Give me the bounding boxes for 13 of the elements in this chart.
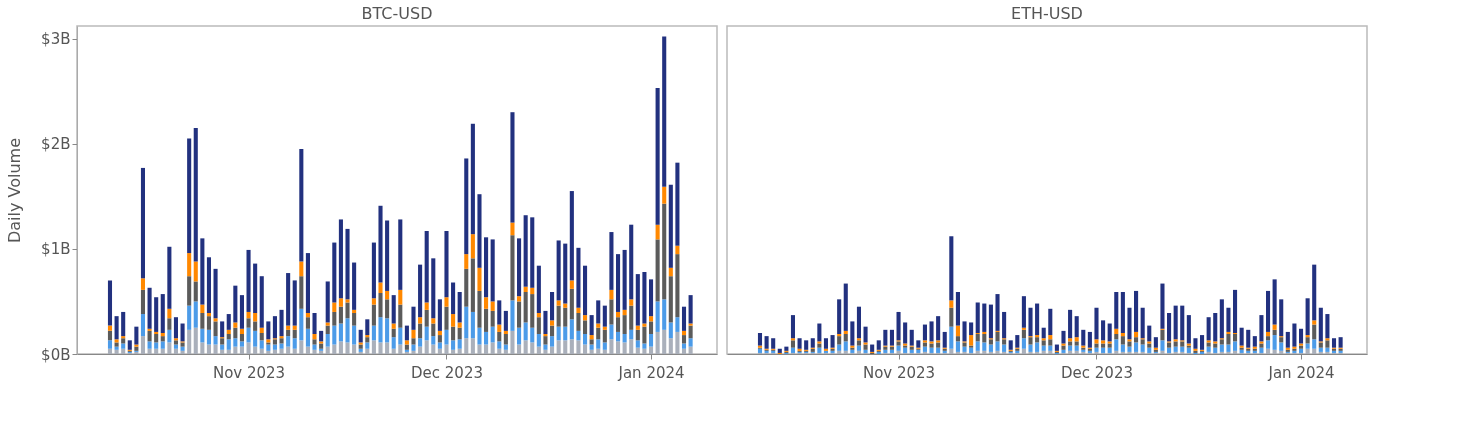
- chart-title: BTC-USD: [361, 4, 433, 23]
- x-tick-label: Dec 2023: [411, 363, 483, 382]
- x-tick-label: Jan 2024: [617, 363, 685, 382]
- y-axis-title: Daily Volume: [5, 137, 25, 244]
- x-tick-label: Jan 2024: [1267, 363, 1335, 382]
- y-tick-label: $3B: [41, 30, 71, 49]
- y-tick-label: $1B: [41, 240, 71, 259]
- x-tick-label: Dec 2023: [1061, 363, 1133, 382]
- x-tick-label: Nov 2023: [212, 363, 286, 382]
- y-tick-label: $0B: [41, 345, 71, 364]
- chart-title: ETH-USD: [1011, 4, 1083, 23]
- x-tick-label: Nov 2023: [862, 363, 936, 382]
- y-tick-label: $2B: [41, 135, 71, 154]
